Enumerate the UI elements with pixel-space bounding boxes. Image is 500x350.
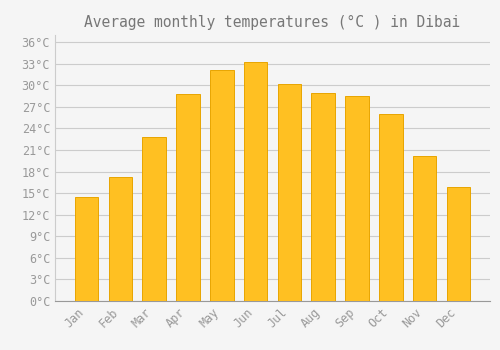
Bar [244, 62, 268, 301]
Bar [446, 187, 470, 301]
Bar [278, 84, 301, 301]
Bar [75, 197, 98, 301]
Bar [142, 137, 166, 301]
Bar [210, 70, 234, 301]
Bar [345, 96, 369, 301]
Bar [108, 177, 132, 301]
Title: Average monthly temperatures (°C ) in Dibai: Average monthly temperatures (°C ) in Di… [84, 15, 460, 30]
Bar [413, 156, 436, 301]
Bar [379, 114, 402, 301]
Bar [176, 94, 200, 301]
Bar [312, 92, 335, 301]
